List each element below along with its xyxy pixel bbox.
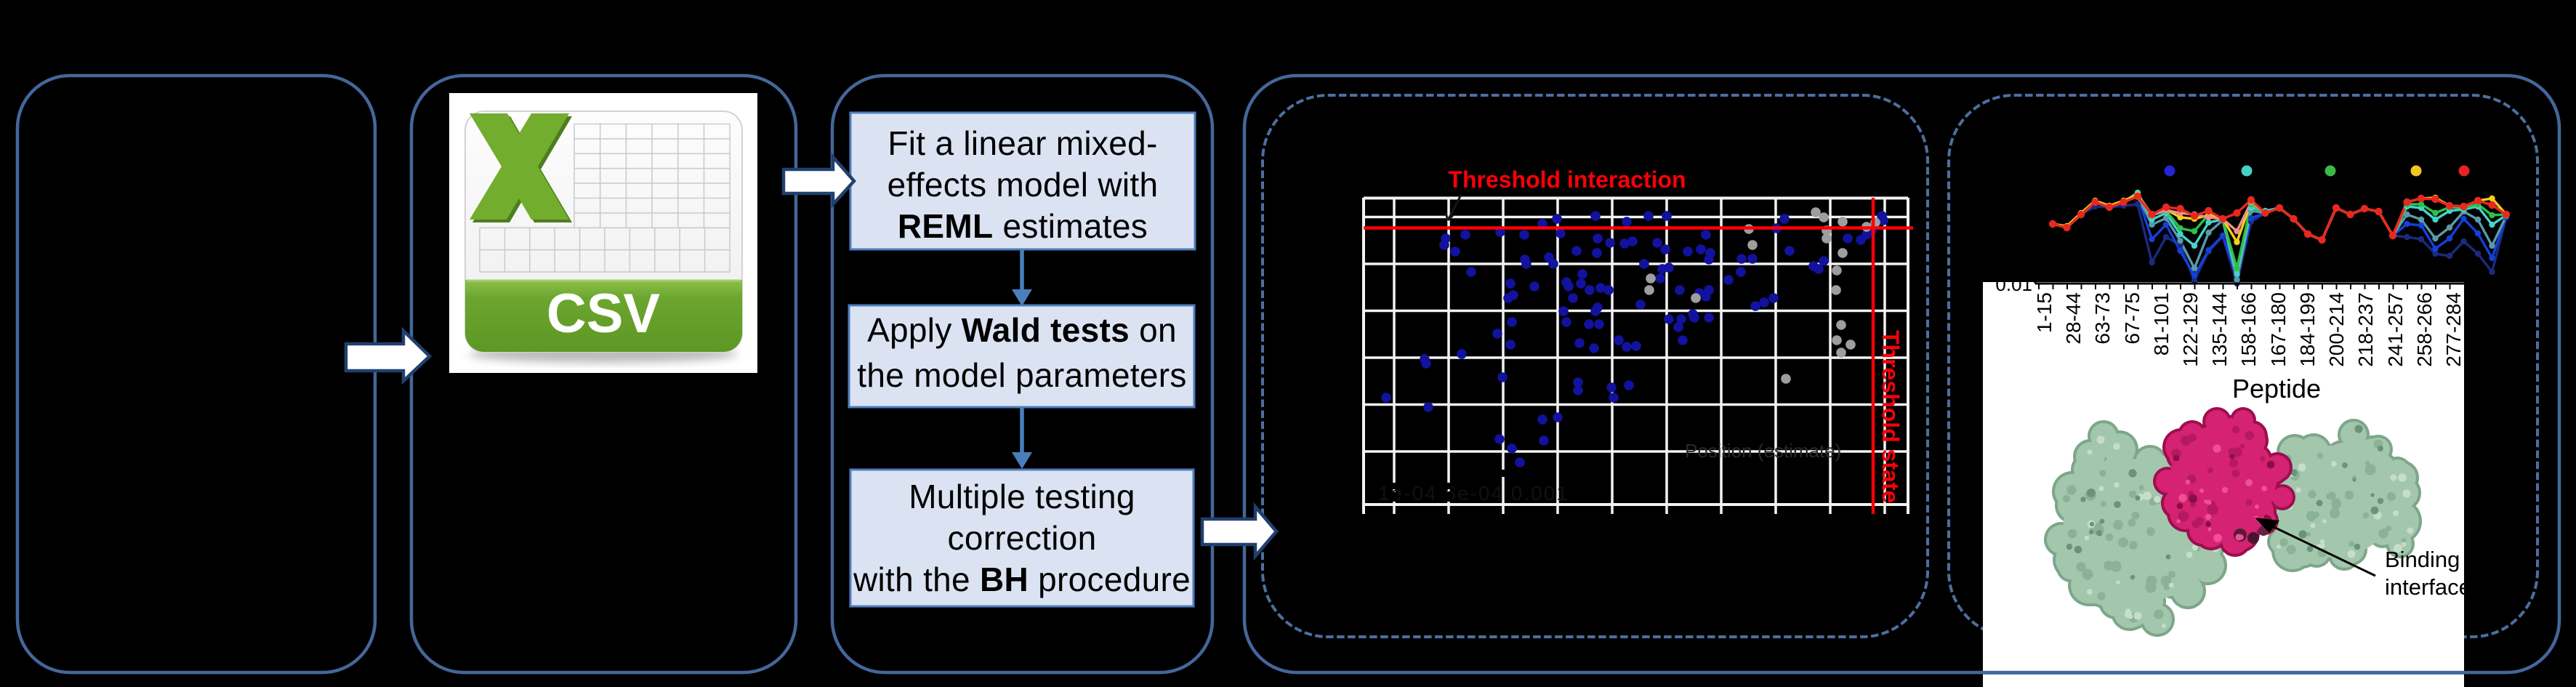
svg-text:63-73: 63-73 — [2091, 292, 2114, 345]
svg-text:Threshold interaction: Threshold interaction — [1448, 166, 1686, 193]
svg-text:28-44: 28-44 — [2062, 292, 2085, 345]
svg-text:effects model with: effects model with — [887, 166, 1159, 204]
svg-text:CSV: CSV — [547, 283, 661, 345]
svg-text:the model parameters: the model parameters — [857, 356, 1186, 394]
svg-text:Apply Wald tests on: Apply Wald tests on — [867, 311, 1177, 349]
svg-text:Binding: Binding — [2385, 547, 2460, 572]
svg-text:241-257: 241-257 — [2384, 292, 2407, 367]
svg-text:Fit a linear mixed-: Fit a linear mixed- — [887, 124, 1157, 162]
svg-text:REML estimates: REML estimates — [898, 207, 1148, 245]
svg-text:158-166: 158-166 — [2237, 292, 2260, 367]
svg-text:258-266: 258-266 — [2413, 292, 2436, 367]
svg-text:interface: interface — [2385, 574, 2471, 600]
svg-text:1-15: 1-15 — [2033, 292, 2056, 333]
svg-text:184-199: 184-199 — [2296, 292, 2319, 367]
svg-text:Threshold state: Threshold state — [1877, 330, 1904, 503]
svg-text:Multiple testing: Multiple testing — [909, 478, 1135, 515]
svg-text:Position (estimate): Position (estimate) — [1685, 440, 1841, 462]
svg-text:122-129: 122-129 — [2179, 292, 2202, 367]
svg-text:67-75: 67-75 — [2121, 292, 2144, 345]
svg-text:correction: correction — [948, 519, 1097, 557]
svg-text:135-144: 135-144 — [2208, 292, 2231, 367]
svg-text:81-101: 81-101 — [2150, 292, 2173, 355]
svg-text:200-214: 200-214 — [2325, 292, 2348, 367]
svg-text:167-180: 167-180 — [2267, 292, 2290, 367]
svg-text:1e-04 5e-04 0.001: 1e-04 5e-04 0.001 — [1378, 482, 1569, 505]
svg-text:with the BH procedure: with the BH procedure — [853, 561, 1191, 598]
svg-text:218-237: 218-237 — [2354, 292, 2377, 367]
svg-text:Peptide: Peptide — [2232, 374, 2321, 403]
svg-text:277-284: 277-284 — [2442, 292, 2465, 367]
